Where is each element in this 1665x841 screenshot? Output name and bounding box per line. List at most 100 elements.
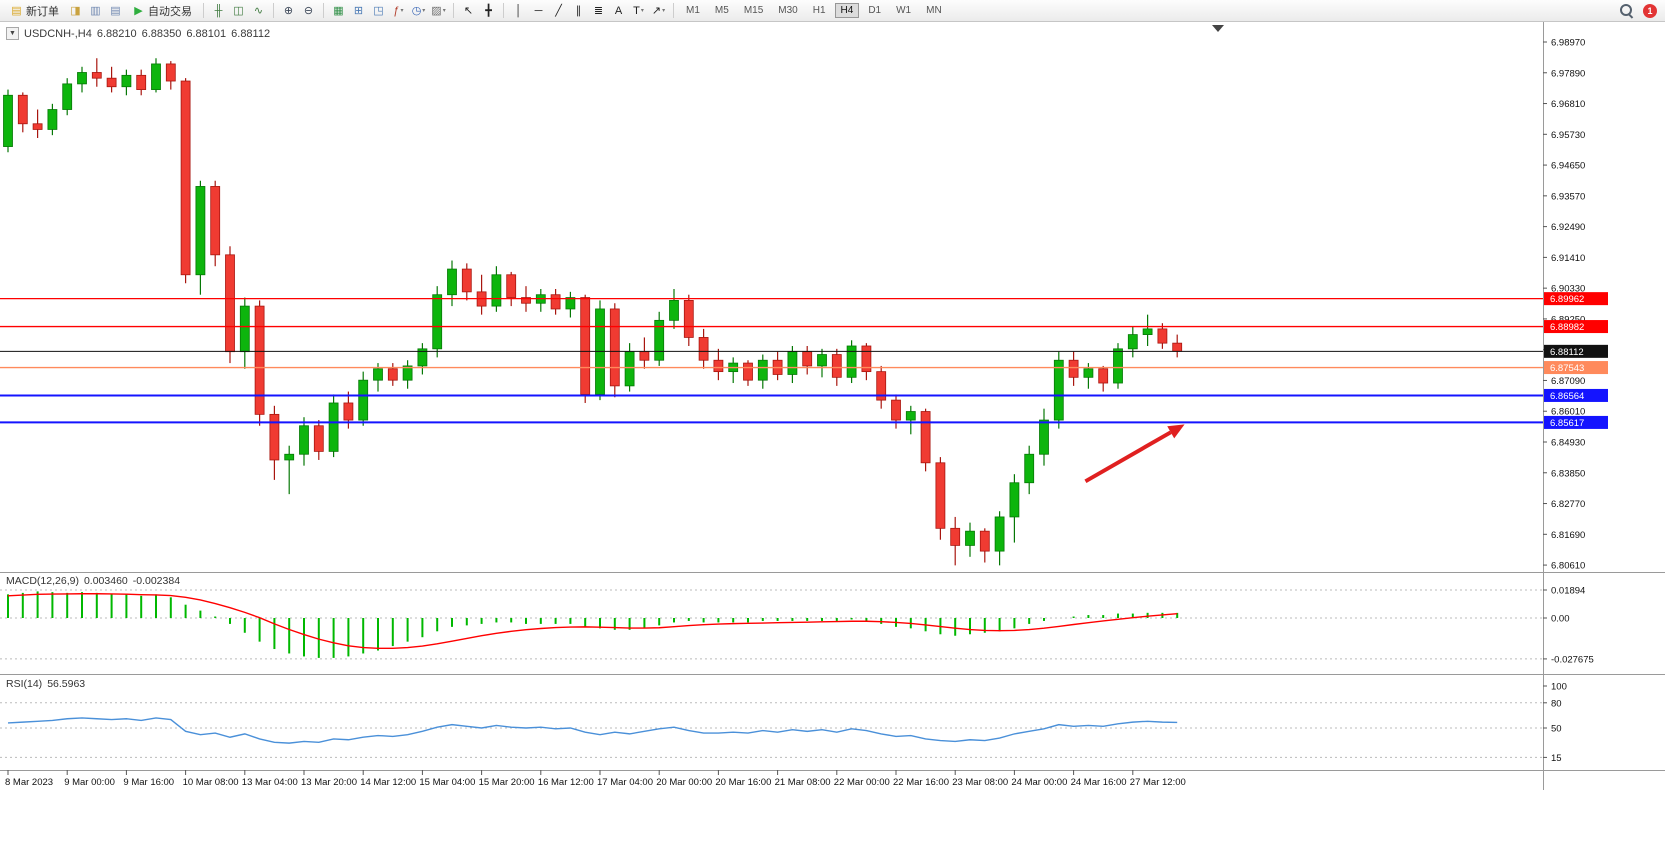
svg-text:20 Mar 00:00: 20 Mar 00:00 [656, 777, 712, 788]
macd-label: MACD(12,26,9) 0.003460 -0.002384 [6, 575, 180, 587]
support-line-2-price-tag [1544, 415, 1608, 429]
timeframe-mn[interactable]: MN [926, 5, 942, 16]
chart-canvas[interactable]: 6.98970 6.97890 6.96810 6.95730 6.94650 6.935… [0, 22, 1665, 792]
svg-text:13 Mar 04:00: 13 Mar 04:00 [242, 777, 298, 788]
auto-arrange-icon: ⊞ [353, 5, 364, 17]
crosshair-icon: ╋ [485, 5, 492, 17]
chart-shift-marker[interactable] [1212, 25, 1224, 32]
profiles-icon: ▥ [90, 5, 101, 17]
candle-body [669, 300, 679, 321]
open-value: 6.88210 [96, 27, 137, 40]
timeframe-w1[interactable]: W1 [896, 5, 912, 16]
timeframe-d1[interactable]: D1 [868, 5, 882, 16]
crosshair-button[interactable]: ╋ [479, 2, 498, 20]
auto-arrange-button[interactable]: ⊞ [349, 2, 368, 20]
timeframe-m30[interactable]: M30 [778, 5, 798, 16]
autotrade-button[interactable]: ▶ 自动交易 [126, 1, 198, 21]
dropdown-caret-icon: ▾ [400, 8, 404, 14]
dropdown-caret-icon: ▾ [640, 8, 644, 14]
candle-body [580, 297, 591, 395]
data-window-button[interactable]: ▤ [106, 2, 125, 20]
candle-body [1053, 359, 1064, 421]
candlestick-chart-button[interactable]: ◫ [229, 2, 248, 20]
candle-body [920, 411, 931, 464]
bar-chart-button[interactable]: ╫ [209, 2, 228, 20]
svg-text:16 Mar 12:00: 16 Mar 12:00 [538, 777, 594, 788]
profiles-button[interactable]: ▥ [86, 2, 105, 20]
candle-body [831, 354, 842, 378]
candle-body [313, 425, 324, 452]
candle-body [609, 308, 620, 387]
text-label-button[interactable]: A [609, 2, 628, 20]
autotrade-play-icon: ▶ [134, 5, 143, 17]
trendline-button[interactable]: ╱ [549, 2, 568, 20]
candle-body [254, 305, 265, 415]
toolbar-buttons: ▤ 新订单 ◨ ▥ ▤ ▶ 自动交易 ╫ ◫ ∿ ⊕ ⊖ ▦ ⊞ ◳ ƒ ▾ ◷ ▾ ▨ ▾ ↖ ╋ │ ─ ╱ ∥ ≣ A T ▾ ↗ ▾ M1… [4, 1, 1619, 21]
chart-background [0, 22, 1665, 792]
candle-body [432, 294, 443, 350]
svg-text:6.93570: 6.93570 [1551, 191, 1585, 202]
svg-text:13 Mar 20:00: 13 Mar 20:00 [301, 777, 357, 788]
svg-text:6.96810: 6.96810 [1551, 99, 1585, 110]
candle-body [698, 337, 709, 361]
candle-body [935, 462, 946, 529]
candle-body [17, 94, 28, 125]
candle-body [1009, 482, 1020, 518]
search-icon[interactable] [1619, 3, 1634, 18]
indicators-button[interactable]: ƒ ▾ [389, 2, 408, 20]
tile-windows-icon: ▦ [333, 5, 344, 17]
cascade-windows-icon: ◳ [373, 5, 384, 17]
candle-body [165, 63, 176, 82]
cascade-windows-button[interactable]: ◳ [369, 2, 388, 20]
cursor-button[interactable]: ↖ [459, 2, 478, 20]
horizontal-line-icon: ─ [534, 4, 543, 17]
periods-button[interactable]: ◷ ▾ [409, 2, 428, 20]
candle-body [1083, 368, 1094, 378]
tile-windows-button[interactable]: ▦ [329, 2, 348, 20]
svg-text:15 Mar 04:00: 15 Mar 04:00 [419, 777, 475, 788]
candle-body [757, 359, 768, 381]
svg-text:6.87090: 6.87090 [1551, 376, 1585, 387]
candle-body [713, 359, 724, 373]
horizontal-line-button[interactable]: ─ [529, 2, 548, 20]
line-chart-icon: ∿ [253, 5, 264, 17]
candle-body [965, 530, 975, 546]
data-window-icon: ▤ [110, 5, 121, 17]
zoom-out-button[interactable]: ⊖ [299, 2, 318, 20]
timeframe-h4[interactable]: H4 [834, 3, 860, 18]
candlestick-chart-icon: ◫ [233, 5, 244, 17]
candle-body [62, 83, 73, 110]
trend-arrow[interactable] [1084, 430, 1172, 484]
notification-badge[interactable]: 1 [1643, 3, 1657, 18]
new-order-button[interactable]: ▤ 新订单 [4, 1, 65, 21]
toolbar-separator [273, 3, 274, 18]
candle-body [846, 345, 857, 378]
channel-button[interactable]: ∥ [569, 2, 588, 20]
svg-text:22 Mar 00:00: 22 Mar 00:00 [834, 777, 890, 788]
close-value: 6.88112 [231, 27, 271, 40]
candles-layer [3, 58, 1183, 566]
candle-body [328, 402, 339, 452]
timeframe-m15[interactable]: M15 [743, 5, 764, 16]
chart-area[interactable]: ▼ USDCNH-,H4 6.88210 6.88350 6.88101 6.8… [0, 22, 1665, 792]
shapes-button[interactable]: ↗ ▾ [649, 2, 668, 20]
candle-body [550, 294, 561, 310]
timeframe-h1[interactable]: H1 [812, 5, 826, 16]
fibonacci-button[interactable]: ≣ [589, 2, 608, 20]
zoom-in-button[interactable]: ⊕ [279, 2, 298, 20]
arrows-tool-button[interactable]: T ▾ [629, 2, 648, 20]
line-chart-button[interactable]: ∿ [249, 2, 268, 20]
chart-title: ▼ USDCNH-,H4 6.88210 6.88350 6.88101 6.8… [6, 27, 275, 40]
templates-button[interactable]: ▨ ▾ [429, 2, 448, 20]
candle-body [151, 63, 161, 90]
templates-icon: ▨ [431, 5, 442, 17]
chart-window-icon: ◨ [70, 5, 81, 17]
timeframe-m5[interactable]: M5 [714, 5, 729, 16]
macd-signal-line [7, 593, 1178, 649]
svg-text:20 Mar 16:00: 20 Mar 16:00 [715, 777, 771, 788]
timeframe-m1[interactable]: M1 [686, 5, 700, 16]
collapse-panel-button[interactable]: ▼ [6, 27, 19, 40]
charts-window-button[interactable]: ◨ [66, 2, 85, 20]
svg-text:27 Mar 12:00: 27 Mar 12:00 [1130, 777, 1186, 788]
vertical-line-button[interactable]: │ [509, 2, 528, 20]
